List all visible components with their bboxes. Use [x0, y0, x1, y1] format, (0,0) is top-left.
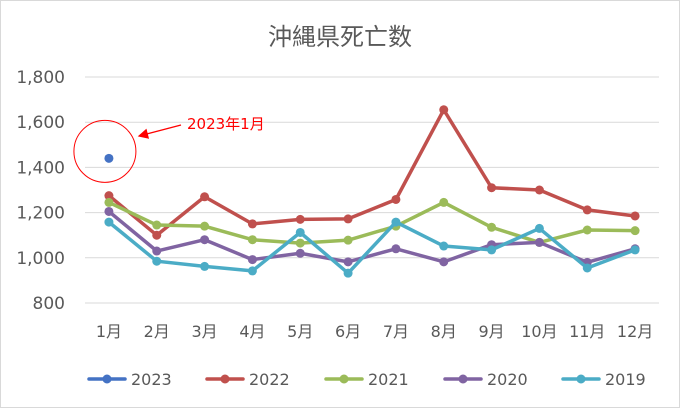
data-point-2022: [439, 105, 449, 115]
x-tick-label: 6月: [335, 322, 361, 341]
data-point-2023: [104, 153, 114, 163]
annotation-circle: [73, 119, 137, 183]
series-line-2019: [107, 220, 637, 275]
data-point-2021: [343, 235, 353, 245]
data-point-2020: [295, 248, 305, 258]
data-point-2021: [200, 221, 210, 231]
legend-marker-2021: [339, 374, 349, 384]
y-tick-label: 800: [33, 294, 65, 314]
data-point-2019: [439, 241, 449, 251]
y-tick-label: 1,000: [16, 249, 65, 269]
data-point-2020: [152, 246, 162, 256]
x-tick-label: 2月: [144, 322, 170, 341]
chart-title: 沖縄県死亡数: [268, 23, 412, 51]
data-point-2019: [487, 245, 497, 255]
legend-label-2021: 2021: [368, 370, 409, 389]
data-point-2020: [439, 257, 449, 267]
data-point-2021: [630, 226, 640, 236]
data-point-2019: [200, 261, 210, 271]
data-point-2019: [582, 263, 592, 273]
series-line-2020: [107, 209, 637, 265]
data-point-2022: [104, 191, 114, 201]
x-tick-label: 9月: [478, 322, 504, 341]
data-point-2019: [534, 223, 544, 233]
data-point-2022: [343, 214, 353, 224]
data-point-2020: [391, 244, 401, 254]
annotation-arrow: [137, 124, 182, 139]
y-tick-label: 1,600: [16, 113, 65, 133]
data-point-2019: [295, 227, 305, 237]
data-point-2022: [295, 214, 305, 224]
legend-marker-2019: [576, 374, 586, 384]
y-tick-label: 1,800: [16, 68, 65, 88]
data-point-2022: [630, 211, 640, 221]
data-point-2022: [247, 219, 257, 229]
data-point-2020: [200, 235, 210, 245]
series-line-2021: [107, 200, 637, 245]
data-point-2022: [152, 230, 162, 240]
x-tick-label: 1月: [96, 322, 122, 341]
data-point-2019: [630, 245, 640, 255]
data-point-2019: [391, 217, 401, 227]
x-tick-label: 7月: [383, 322, 409, 341]
x-tick-label: 8月: [431, 322, 457, 341]
data-point-2020: [534, 237, 544, 247]
data-point-2022: [487, 183, 497, 193]
x-tick-label: 5月: [287, 322, 313, 341]
x-tick-label: 11月: [569, 322, 605, 341]
data-point-2019: [104, 217, 114, 227]
legend-label-2023: 2023: [131, 370, 172, 389]
data-point-2022: [391, 194, 401, 204]
x-tick-label: 12月: [617, 322, 653, 341]
data-point-2021: [582, 225, 592, 235]
data-point-2019: [343, 268, 353, 278]
x-tick-label: 10月: [521, 322, 557, 341]
data-point-2021: [247, 235, 257, 245]
data-point-2022: [582, 205, 592, 215]
legend-marker-2023: [102, 374, 112, 384]
data-point-2020: [104, 206, 114, 216]
x-tick-label: 3月: [191, 322, 217, 341]
data-point-2021: [104, 197, 114, 207]
legend-label-2020: 2020: [487, 370, 528, 389]
annotation-label: 2023年1月: [187, 115, 265, 133]
y-tick-label: 1,200: [16, 204, 65, 224]
data-point-2019: [152, 256, 162, 266]
data-point-2021: [439, 197, 449, 207]
series-line-2022: [107, 108, 637, 237]
data-point-2022: [200, 192, 210, 202]
data-point-2022: [534, 185, 544, 195]
legend-label-2019: 2019: [605, 370, 646, 389]
legend-marker-2020: [458, 374, 468, 384]
data-point-2020: [247, 255, 257, 265]
data-point-2019: [247, 266, 257, 276]
legend-marker-2022: [220, 374, 230, 384]
x-tick-label: 4月: [239, 322, 265, 341]
y-tick-label: 1,400: [16, 158, 65, 178]
data-point-2021: [487, 222, 497, 232]
data-point-2020: [343, 257, 353, 267]
data-point-2021: [152, 220, 162, 230]
legend-label-2022: 2022: [249, 370, 290, 389]
data-point-2021: [295, 238, 305, 248]
